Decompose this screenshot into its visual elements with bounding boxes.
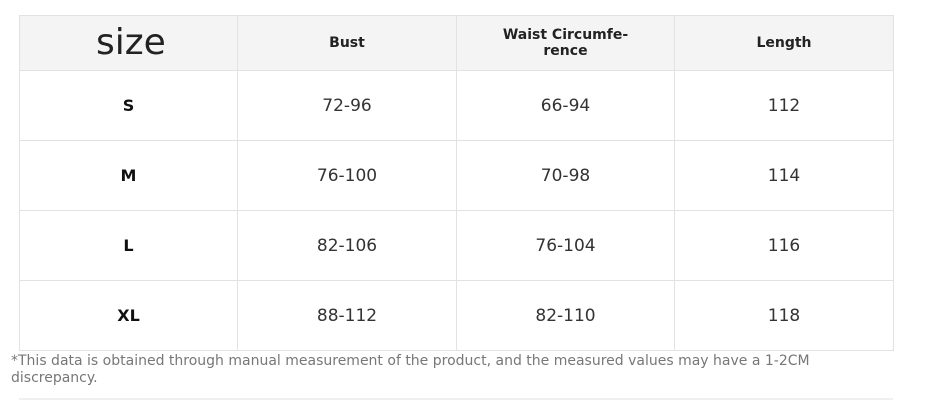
size-cell: M [19, 140, 238, 211]
value-cell: 82-106 [237, 210, 457, 281]
header-cell: Bust [237, 15, 457, 71]
header-cell: size [19, 15, 238, 71]
header-row: size Bust Waist Circumfe-rence Length [19, 15, 894, 71]
value-cell: 72-96 [237, 70, 457, 141]
table-row: L 82-106 76-104 116 [19, 210, 894, 281]
table-body: size Bust Waist Circumfe-rence Length S 72-96… [19, 15, 894, 351]
value-cell: 76-104 [456, 210, 675, 281]
value-cell: 76-100 [237, 140, 457, 211]
size-cell: L [19, 210, 238, 281]
divider [19, 398, 893, 400]
value-cell: 116 [674, 210, 894, 281]
value-cell: 82-110 [456, 280, 675, 351]
value-cell: 114 [674, 140, 894, 211]
table-row: S 72-96 66-94 112 [19, 70, 894, 141]
header-cell: Waist Circumfe-rence [456, 15, 675, 71]
size-cell: XL [19, 280, 238, 351]
table-row: M 76-100 70-98 114 [19, 140, 894, 211]
value-cell: 66-94 [456, 70, 675, 141]
value-cell: 88-112 [237, 280, 457, 351]
footnote: *This data is obtained through manual me… [11, 353, 810, 386]
value-cell: 70-98 [456, 140, 675, 211]
size-cell: S [19, 70, 238, 141]
size-table: size Bust Waist Circumfe-rence Length S 72-96… [19, 15, 894, 351]
table-row: XL 88-112 82-110 118 [19, 280, 894, 351]
value-cell: 112 [674, 70, 894, 141]
value-cell: 118 [674, 280, 894, 351]
header-cell: Length [674, 15, 894, 71]
